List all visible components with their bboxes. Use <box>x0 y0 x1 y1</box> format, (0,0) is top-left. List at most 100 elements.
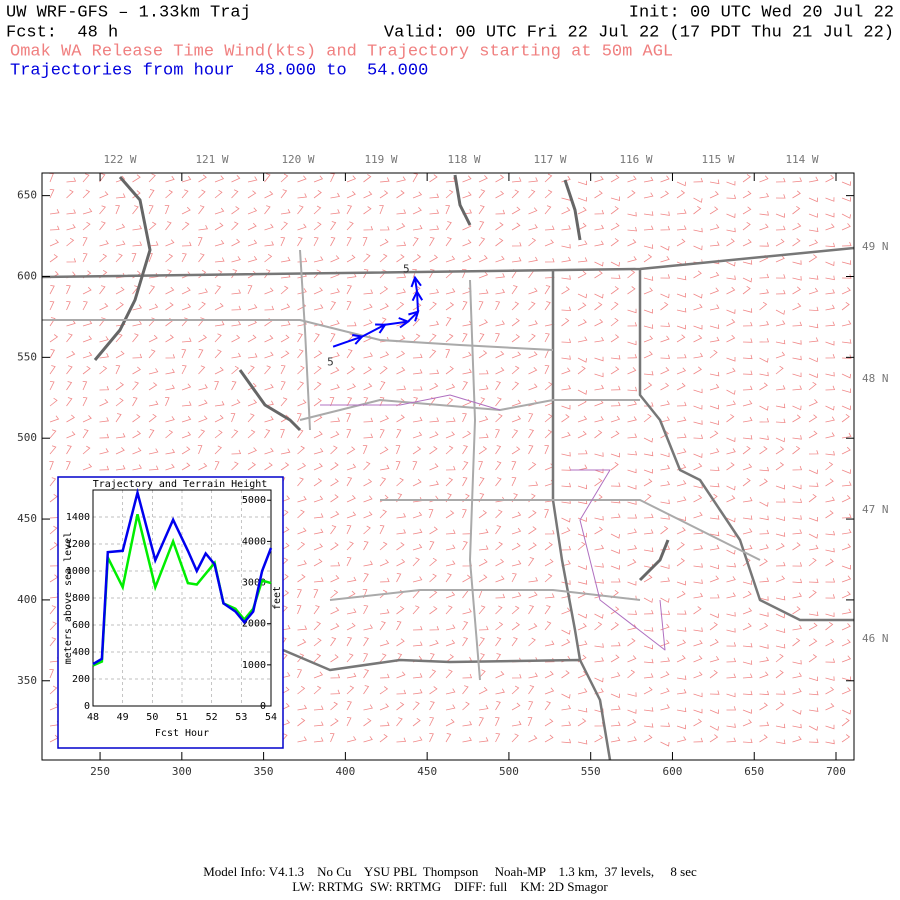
wind-barb <box>99 205 106 215</box>
wind-barb <box>511 257 522 263</box>
wind-barb <box>412 625 423 631</box>
wind-barb <box>231 189 239 199</box>
wind-barb <box>577 739 588 745</box>
wind-barb <box>429 480 439 487</box>
wind-barb <box>676 689 687 695</box>
wind-barb <box>825 275 835 281</box>
wind-barb <box>693 579 703 584</box>
wind-barb <box>495 288 506 295</box>
wind-barb <box>610 482 621 487</box>
wind-barb <box>511 702 521 711</box>
wind-barb <box>528 623 538 631</box>
wind-barb <box>280 429 285 439</box>
wind-barb <box>66 177 77 183</box>
wind-barb <box>561 317 570 327</box>
wind-barb <box>759 435 769 440</box>
wind-barb <box>825 321 836 327</box>
wind-barb <box>594 478 603 487</box>
wind-barb <box>561 207 571 215</box>
wind-barb <box>379 621 386 631</box>
wind-barb <box>660 430 669 439</box>
wind-barb <box>445 397 454 407</box>
trajectory-arrow <box>352 334 365 345</box>
wind-barb <box>181 241 192 247</box>
wind-barb <box>99 317 106 327</box>
wind-barb <box>792 592 802 599</box>
wind-barb <box>610 274 621 279</box>
latitude-label: 48 N <box>862 372 889 385</box>
wind-barb <box>181 337 192 343</box>
wind-barb <box>693 511 703 519</box>
wind-barb <box>264 241 274 247</box>
wind-barb <box>693 420 703 425</box>
wind-barb <box>742 719 752 727</box>
wind-barb <box>379 673 390 679</box>
wind-barb <box>511 560 522 567</box>
wind-barb <box>726 628 736 633</box>
wind-barb <box>759 301 768 311</box>
wind-barb <box>379 415 389 423</box>
wind-barb <box>165 302 174 311</box>
wind-barb <box>379 226 390 231</box>
wind-barb <box>49 445 57 455</box>
wind-barb <box>577 640 588 647</box>
wind-barb <box>462 461 469 471</box>
wind-barb <box>330 192 341 199</box>
wind-barb <box>379 525 385 535</box>
wind-barb <box>841 543 852 551</box>
wind-barb <box>561 704 572 711</box>
wind-barb <box>660 452 670 458</box>
wind-barb <box>693 434 704 439</box>
wind-barb <box>561 405 571 410</box>
wind-barb <box>297 193 308 199</box>
wind-barb <box>511 573 517 583</box>
wind-barb <box>577 532 587 538</box>
wind-barb <box>297 399 307 407</box>
wind-barb <box>148 173 156 183</box>
wind-barb <box>462 381 468 391</box>
wind-barb <box>264 269 271 279</box>
wind-barb <box>792 709 802 715</box>
wind-barb <box>627 269 636 279</box>
wind-barb <box>445 718 455 727</box>
wind-barb <box>808 430 818 439</box>
id-mt-border <box>638 269 854 622</box>
wind-barb <box>759 644 769 649</box>
wind-barb <box>264 173 271 183</box>
wind-barb <box>709 593 720 599</box>
wind-barb <box>594 384 605 391</box>
wind-barb <box>49 461 54 471</box>
wind-barb <box>594 734 604 743</box>
wind-barb <box>676 590 686 599</box>
wind-barb <box>132 333 139 343</box>
wind-barb <box>429 288 440 295</box>
wind-barb <box>627 500 637 505</box>
x-axis-label: Fcst Hour <box>155 728 209 739</box>
wind-barb <box>825 341 835 346</box>
wind-barb <box>478 189 486 199</box>
wind-barb <box>297 717 306 727</box>
wind-barb <box>330 255 340 263</box>
wind-barb <box>297 237 303 247</box>
wind-barb <box>775 339 786 345</box>
wind-barb <box>313 333 320 343</box>
wind-barb <box>445 624 456 631</box>
wind-barb <box>495 558 505 567</box>
wind-barb <box>792 355 802 361</box>
wind-barb <box>379 639 390 647</box>
wind-barb <box>693 197 703 203</box>
wind-barb <box>115 175 126 183</box>
wind-barb <box>379 733 388 743</box>
wind-barb <box>164 397 170 407</box>
wind-barb <box>610 238 619 247</box>
wind-barb <box>478 446 488 455</box>
y-tick-label: 200 <box>72 674 90 685</box>
wind-barb <box>148 334 158 343</box>
wind-barb <box>115 240 126 247</box>
wind-barb <box>544 257 555 263</box>
wind-barb <box>462 430 472 439</box>
wind-barb <box>363 685 370 695</box>
wind-barb <box>742 338 753 343</box>
wind-barb <box>676 496 687 503</box>
wind-barb <box>495 429 500 439</box>
